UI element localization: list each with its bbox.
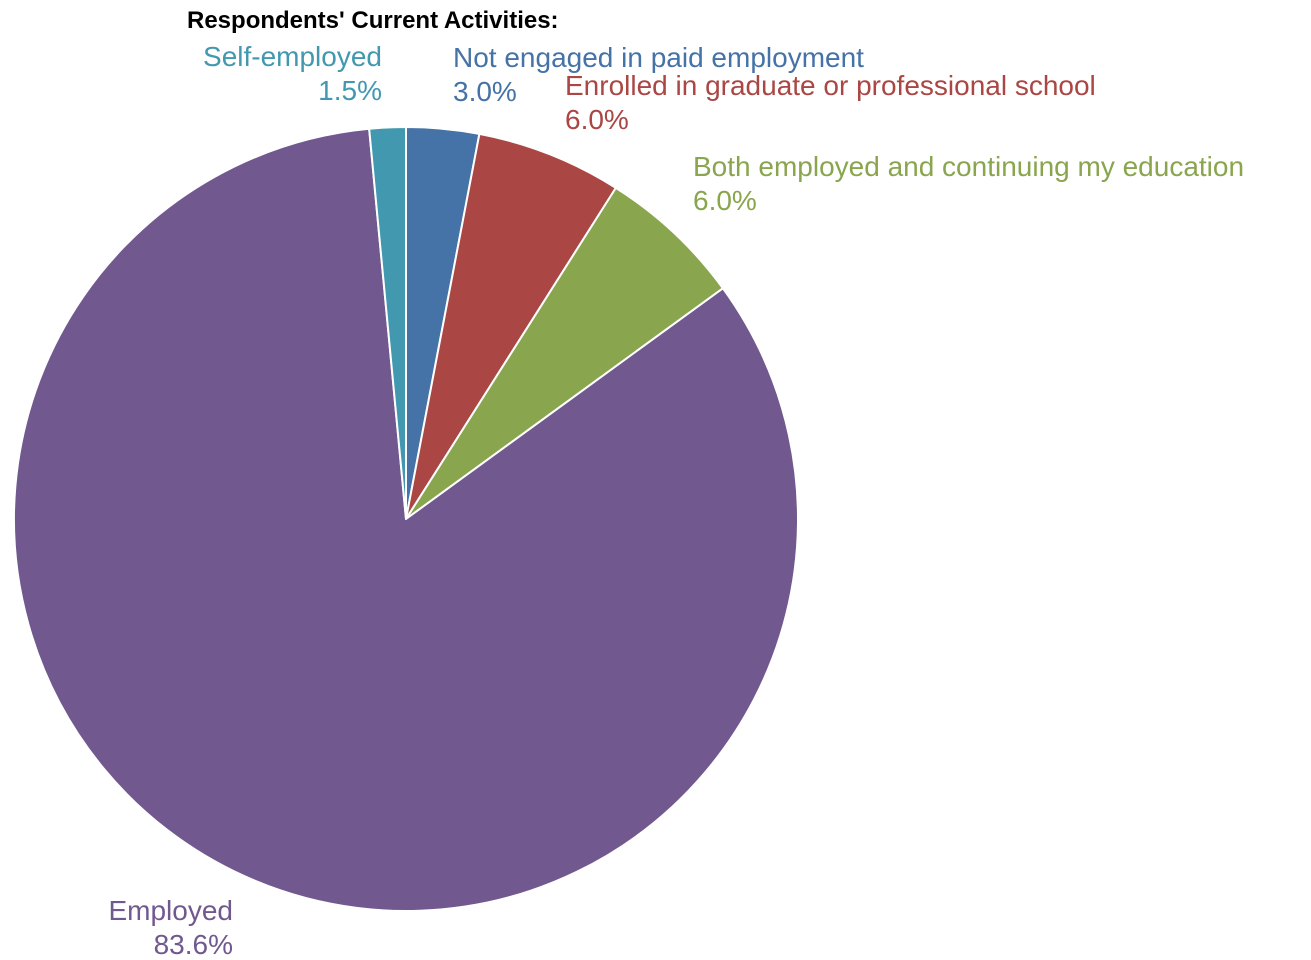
slice-label-4: Self-employed xyxy=(203,41,382,72)
pie-slice-1 xyxy=(405,132,617,520)
slice-value-label-2: 6.0% xyxy=(693,185,757,216)
slice-label-2: Both employed and continuing my educatio… xyxy=(693,151,1244,182)
chart-title: Respondents' Current Activities: xyxy=(187,7,559,34)
slice-value-label-3: 83.6% xyxy=(154,929,233,960)
pie-slices xyxy=(13,126,800,912)
pie-slice-4 xyxy=(368,126,407,520)
slice-value-label-1: 6.0% xyxy=(565,104,629,135)
slice-label-0: Not engaged in paid employment xyxy=(453,42,864,73)
pie-slice-2 xyxy=(405,186,724,520)
slice-value-label-4: 1.5% xyxy=(318,75,382,106)
slice-label-1: Enrolled in graduate or professional sch… xyxy=(565,70,1096,101)
slice-value-label-0: 3.0% xyxy=(453,76,517,107)
slice-label-3: Employed xyxy=(108,895,233,926)
